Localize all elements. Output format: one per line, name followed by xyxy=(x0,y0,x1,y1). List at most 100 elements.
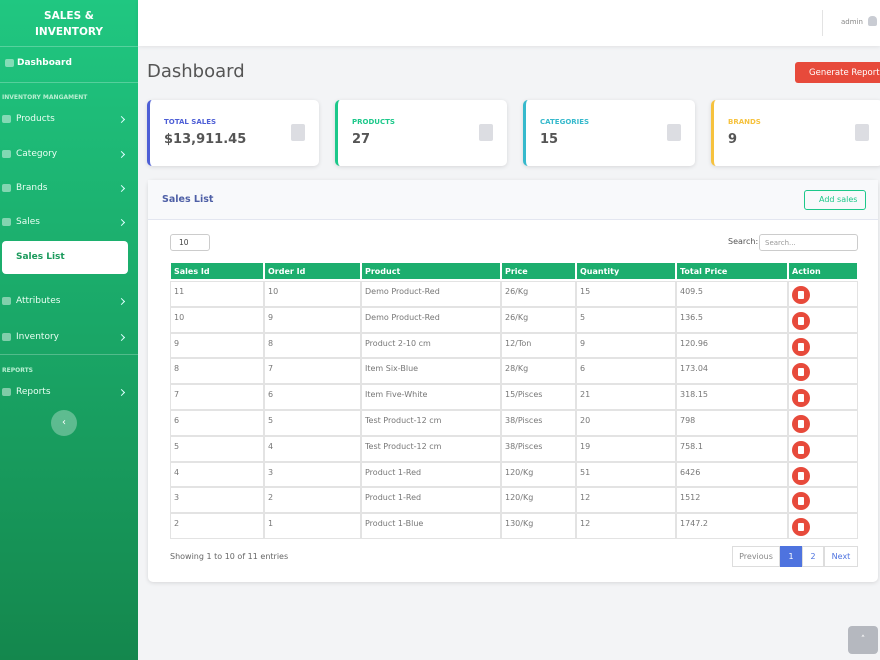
nav-item[interactable]: Attributes xyxy=(0,296,138,306)
table-cell: Demo Product-Red xyxy=(361,306,501,333)
delete-button[interactable] xyxy=(792,286,810,304)
table-cell: 136.5 xyxy=(676,306,788,333)
nav-label: Products xyxy=(16,114,55,124)
nav-item[interactable]: Sales xyxy=(0,217,138,227)
table-cell: 2 xyxy=(264,487,361,514)
action-cell xyxy=(788,410,858,436)
table-cell: 4 xyxy=(170,461,264,488)
delete-button[interactable] xyxy=(792,466,810,485)
table-cell: 758.1 xyxy=(676,435,788,462)
nav-item[interactable]: Category xyxy=(0,149,138,159)
delete-button[interactable] xyxy=(792,389,810,408)
stat-icon xyxy=(291,124,305,141)
user-name[interactable]: admin xyxy=(841,18,863,26)
nav-item[interactable]: Brands xyxy=(0,183,138,193)
delete-button[interactable] xyxy=(792,415,810,433)
delete-button[interactable] xyxy=(792,311,810,330)
collapse-button[interactable]: ‹ xyxy=(51,410,77,436)
table-cell: 5 xyxy=(264,410,361,436)
nav-reports[interactable]: Reports xyxy=(0,387,138,397)
stat-label: BRANDS xyxy=(728,118,761,126)
action-cell xyxy=(788,281,858,307)
action-cell xyxy=(788,487,858,514)
stat-icon xyxy=(479,124,493,141)
add-sales-button[interactable]: Add sales xyxy=(804,190,866,210)
table-cell: 10 xyxy=(170,306,264,333)
page-length-select[interactable]: 10 xyxy=(170,234,210,251)
delete-button[interactable] xyxy=(792,518,810,537)
nav-label: Brands xyxy=(16,183,48,193)
scroll-top-button[interactable]: ˄ xyxy=(848,626,878,654)
page-button[interactable]: 1 xyxy=(780,546,802,567)
trash-icon xyxy=(798,471,804,480)
table-cell: 120/Kg xyxy=(501,487,576,514)
table-cell: 26/Kg xyxy=(501,281,576,307)
trash-icon xyxy=(798,368,804,377)
table-cell: 5 xyxy=(576,306,676,333)
page-button[interactable]: Previous xyxy=(732,546,780,567)
table-cell: 12 xyxy=(576,487,676,514)
column-header[interactable]: Action xyxy=(788,262,858,280)
table-cell: 130/Kg xyxy=(501,513,576,539)
table-cell: Product 1-Red xyxy=(361,461,501,488)
stat-value: $13,911.45 xyxy=(164,132,247,147)
stat-value: 9 xyxy=(728,132,738,147)
nav-sales-list[interactable]: Sales List xyxy=(2,241,128,274)
table-cell: 38/Pisces xyxy=(501,435,576,462)
table-cell: 15/Pisces xyxy=(501,384,576,410)
table-cell: 51 xyxy=(576,461,676,488)
table-cell: 6426 xyxy=(676,461,788,488)
table-cell: 3 xyxy=(170,487,264,514)
table-cell: 11 xyxy=(170,281,264,307)
delete-button[interactable] xyxy=(792,337,810,356)
stat-label: TOTAL SALES xyxy=(164,118,217,126)
column-header[interactable]: Product xyxy=(361,262,501,280)
search-input[interactable]: Search... xyxy=(759,234,858,251)
table-cell: 1747.2 xyxy=(676,513,788,539)
column-header[interactable]: Order Id xyxy=(264,262,361,280)
table-cell: 3 xyxy=(264,461,361,488)
table-cell: Test Product-12 cm xyxy=(361,435,501,462)
search-label: Search: xyxy=(728,237,759,246)
table-cell: 38/Pisces xyxy=(501,410,576,436)
nav-item[interactable]: Products xyxy=(0,114,138,124)
nav-label: Category xyxy=(16,149,58,159)
stat-label: CATEGORIES xyxy=(540,118,590,126)
action-cell xyxy=(788,332,858,359)
page-button[interactable]: 2 xyxy=(802,546,824,567)
stat-card: TOTAL SALES $13,911.45 xyxy=(147,100,319,166)
trash-icon xyxy=(798,291,804,299)
table-cell: 28/Kg xyxy=(501,358,576,385)
delete-button[interactable] xyxy=(792,440,810,459)
section-label: REPORTS xyxy=(2,367,33,374)
trash-icon xyxy=(798,523,804,532)
delete-button[interactable] xyxy=(792,492,810,511)
action-cell xyxy=(788,306,858,333)
column-header[interactable]: Total Price xyxy=(676,262,788,280)
table-cell: 409.5 xyxy=(676,281,788,307)
nav-dashboard[interactable]: Dashboard xyxy=(3,58,72,68)
stat-value: 27 xyxy=(352,132,371,147)
table-cell: 1 xyxy=(264,513,361,539)
user-icon[interactable] xyxy=(868,16,877,26)
page-title: Dashboard xyxy=(147,61,245,82)
column-header[interactable]: Quantity xyxy=(576,262,676,280)
column-header[interactable]: Sales Id xyxy=(170,262,264,280)
table-cell: 10 xyxy=(264,281,361,307)
table-cell: 15 xyxy=(576,281,676,307)
generate-report-button[interactable]: Generate Report xyxy=(795,62,880,83)
table-cell: 5 xyxy=(170,435,264,462)
delete-button[interactable] xyxy=(792,363,810,382)
page-button[interactable]: Next xyxy=(824,546,858,567)
table-cell: 173.04 xyxy=(676,358,788,385)
table-cell: 26/Kg xyxy=(501,306,576,333)
table-cell: 8 xyxy=(264,332,361,359)
nav-item[interactable]: Inventory xyxy=(0,332,138,342)
trash-icon xyxy=(798,497,804,506)
nav-icon xyxy=(2,184,11,192)
column-header[interactable]: Price xyxy=(501,262,576,280)
table-cell: 318.15 xyxy=(676,384,788,410)
stat-card: BRANDS 9 xyxy=(711,100,880,166)
panel-title: Sales List xyxy=(162,194,214,205)
